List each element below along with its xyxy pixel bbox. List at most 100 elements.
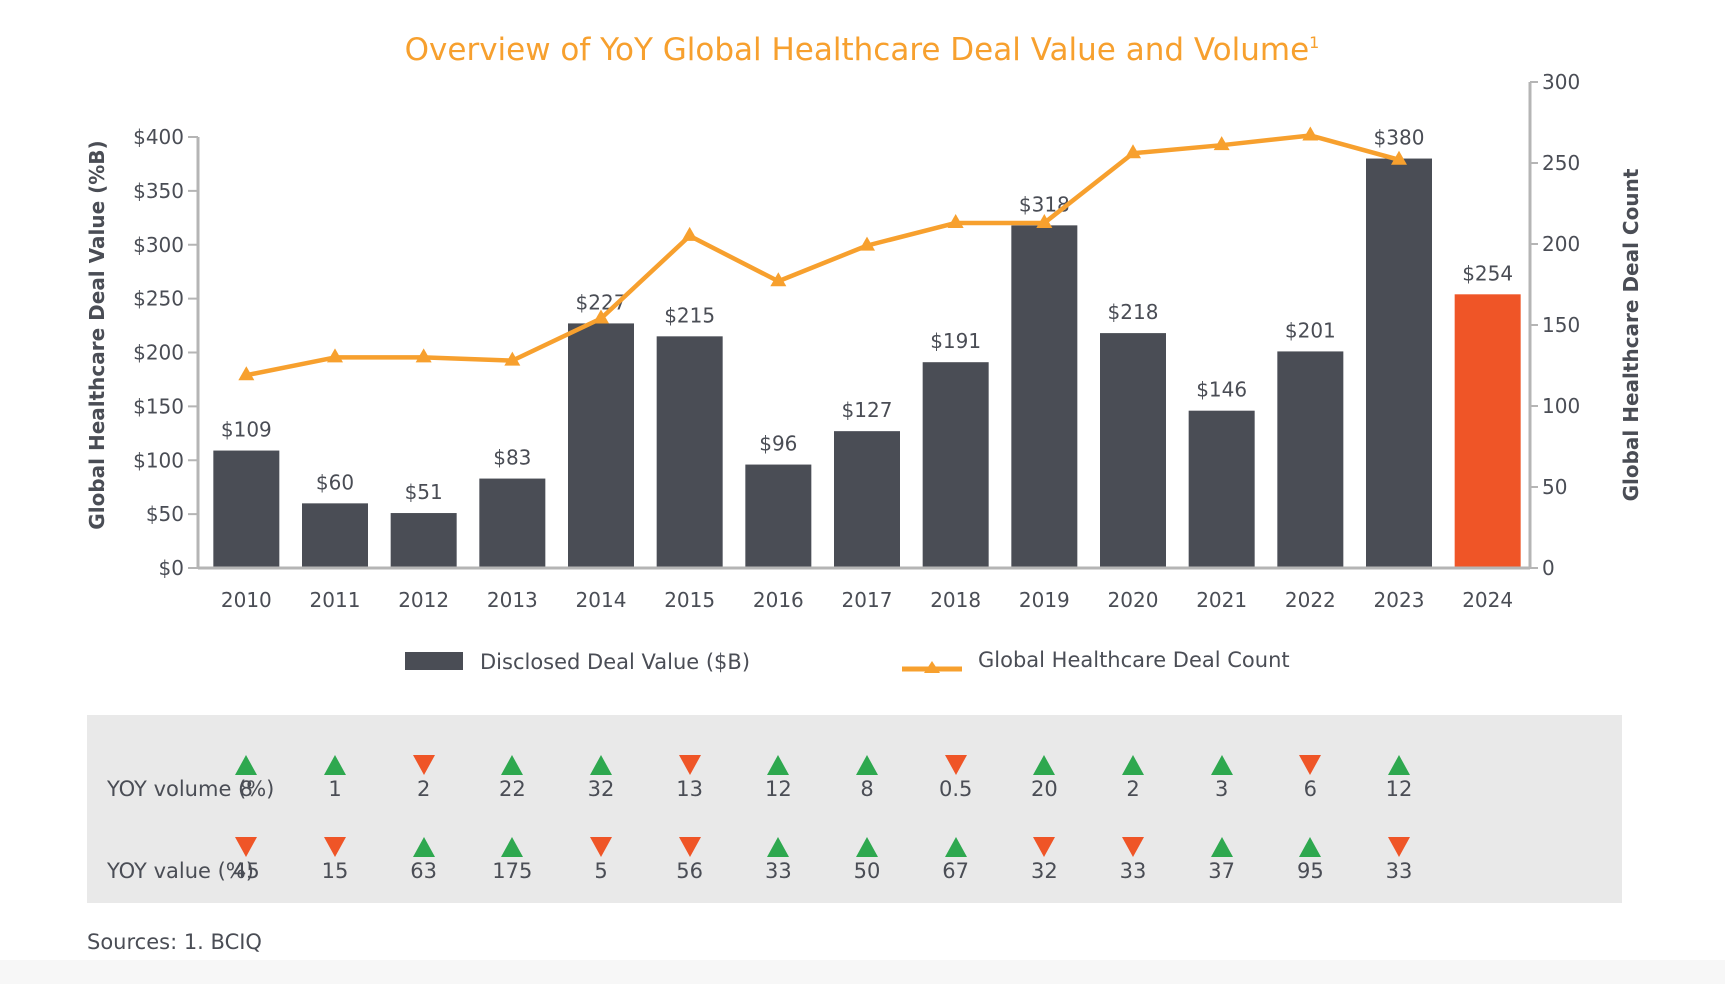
bar-2017 [834,431,900,568]
x-tick-label: 2017 [842,588,893,612]
deal-count-point-2012 [415,348,432,363]
bar-2015 [656,336,723,568]
bar-label-2018: $191 [930,329,981,353]
yoy-cell: 33 [764,859,792,883]
yoy-cell: 37 [1208,859,1236,883]
yoy-cell: 0.5 [938,777,973,801]
right-tick-label: 250 [1542,151,1580,175]
line-series [238,126,1407,381]
bar-2023 [1366,158,1432,569]
bar-series [213,158,1521,569]
x-tick-label: 2011 [310,588,361,612]
up-triangle-icon [1210,755,1233,775]
bar-2012 [390,513,457,568]
down-triangle-icon [235,837,258,857]
bar-label-2019: $318 [1019,192,1070,216]
yoy-table: YOY volume (%) 8 1 2 22 32 13 12 8 0.5 20 2 3 6 12 YOY … [87,715,1622,903]
bar-label-2021: $146 [1196,378,1247,402]
bar-2024 [1454,294,1521,568]
chart: Overview of YoY Global Healthcare Deal V… [85,32,1643,674]
right-axis: 0 50 100 150 200 250 300 [1528,70,1580,580]
yoy-cell: 32 [587,777,615,801]
legend-swatch-bars [405,652,463,670]
deal-count-point-2016 [770,272,787,287]
yoy-cell: 5 [594,859,608,883]
x-tick-label: 2024 [1462,588,1513,612]
up-triangle-icon [1033,755,1056,775]
bar-label-2012: $51 [405,480,443,504]
yoy-cell: 33 [1385,859,1413,883]
right-tick-label: 300 [1542,70,1580,94]
right-tick-label: 200 [1542,232,1580,256]
left-tick-label: $200 [133,341,184,365]
down-triangle-icon [944,755,967,775]
yoy-cell: 56 [676,859,704,883]
down-triangle-icon [590,837,612,857]
up-triangle-icon [1122,755,1144,775]
x-tick-label: 2015 [664,588,715,612]
yoy-cell: 32 [1030,859,1058,883]
left-axis-title: Global Healthcare Deal Value (%B) [85,140,109,529]
down-triangle-icon [1122,837,1144,857]
deal-count-point-2014 [593,309,609,324]
bar-label-2013: $83 [493,446,531,470]
deal-count-point-2013 [504,351,521,366]
down-triangle-icon [324,837,346,857]
bar-label-2011: $60 [316,470,354,494]
x-tick-label: 2014 [576,588,627,612]
bar-label-2020: $218 [1108,300,1159,324]
left-tick-label: $250 [133,287,184,311]
bar-label-2017: $127 [842,398,893,422]
up-triangle-icon [944,837,967,857]
yoy-row-label: YOY volume (%) [107,777,275,801]
up-triangle-icon [1299,837,1322,857]
sources-note: Sources: 1. BCIQ [87,930,262,954]
up-triangle-icon [767,755,790,775]
deal-count-point-2022 [1302,126,1319,141]
deal-count-point-2023 [1391,150,1407,165]
bar-2013 [479,478,546,568]
yoy-cell: 22 [498,777,526,801]
x-tick-label: 2018 [930,588,981,612]
yoy-cell: 8 [239,777,254,801]
deal-count-point-2010 [238,366,255,381]
up-triangle-icon [501,755,524,775]
legend-label-line: Global Healthcare Deal Count [978,648,1290,672]
bar-2020 [1100,333,1166,568]
up-triangle-icon [767,837,790,857]
up-triangle-icon [1210,837,1233,857]
yoy-cell: 63 [410,859,438,883]
deal-count-point-2020 [1125,144,1141,159]
left-tick-label: $300 [133,233,184,257]
x-tick-label: 2019 [1019,588,1070,612]
bar-label-2015: $215 [664,303,715,327]
yoy-cell: 8 [860,777,874,801]
deal-count-point-2018 [947,213,964,228]
right-tick-label: 50 [1542,475,1567,499]
x-tick-label: 2022 [1285,588,1336,612]
chart-title: Overview of YoY Global Healthcare Deal V… [405,32,1320,68]
yoy-row-label: YOY value (%) [107,859,254,883]
left-tick-label: $350 [133,179,184,203]
bar-2019 [1011,225,1078,569]
yoy-cell: 1 [328,777,342,801]
yoy-cell: 45 [232,859,260,883]
yoy-cell: 67 [942,859,970,883]
bar-2022 [1277,351,1344,568]
right-tick-label: 150 [1542,313,1580,337]
bar-2011 [302,503,368,568]
x-tick-label: 2023 [1374,588,1425,612]
bar-2021 [1188,410,1255,568]
up-triangle-icon [856,837,878,857]
yoy-cell: 15 [321,859,349,883]
deal-count-point-2015 [681,226,698,241]
deal-count-point-2021 [1213,136,1230,151]
x-tick-label: 2016 [753,588,804,612]
yoy-cell: 33 [1119,859,1147,883]
x-tick-label: 2020 [1108,588,1159,612]
down-triangle-icon [412,755,435,775]
down-triangle-icon [678,755,701,775]
left-tick-label: $400 [133,125,184,149]
x-tick-label: 2013 [487,588,538,612]
up-triangle-icon [1388,755,1410,775]
